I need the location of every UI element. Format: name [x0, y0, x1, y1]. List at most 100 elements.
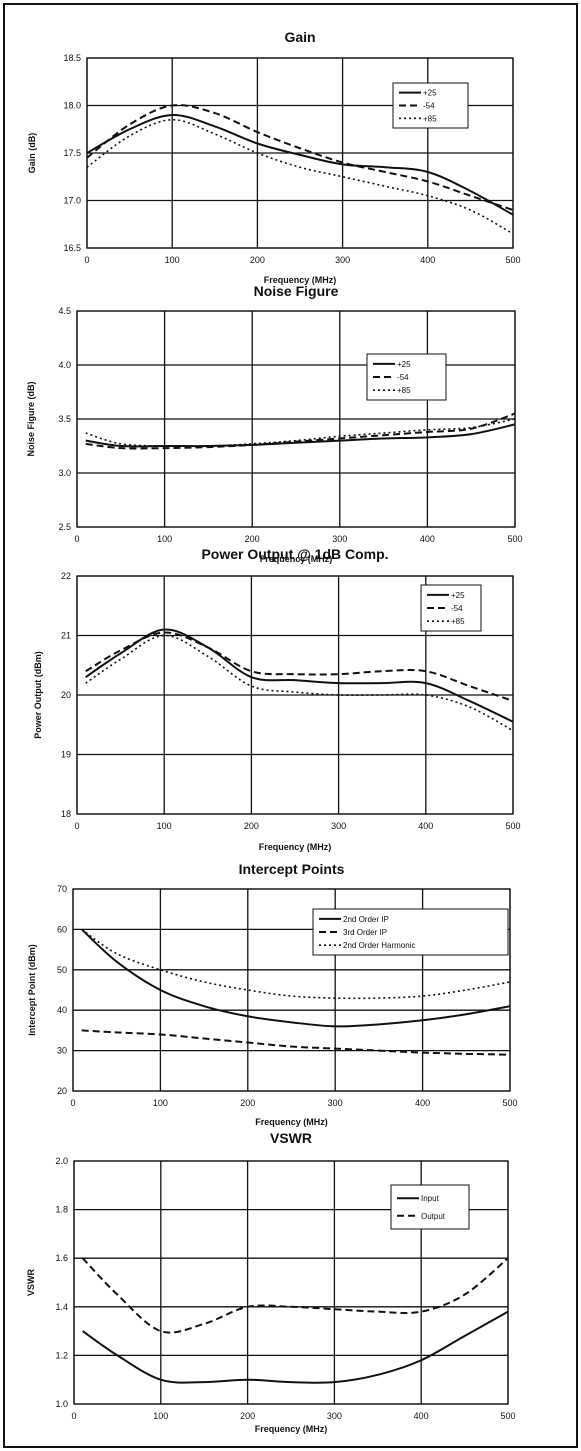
- page-frame: [3, 3, 578, 1448]
- x-tick-label: 0: [70, 1098, 75, 1108]
- x-axis-label: Frequency (MHz): [259, 842, 332, 852]
- x-tick-label: 400: [420, 255, 435, 265]
- x-tick-label: 500: [502, 1098, 517, 1108]
- y-tick-label: 18.5: [63, 53, 81, 63]
- legend: 2nd Order IP 3rd Order IP 2nd Order Harmon…: [312, 908, 509, 956]
- legend-label: +25: [397, 360, 411, 369]
- plot-area: [76, 575, 514, 815]
- x-tick-label: 300: [332, 534, 347, 544]
- y-tick-label: 20: [61, 690, 71, 700]
- legend-label: +25: [451, 591, 465, 600]
- y-tick-label: 40: [57, 1005, 67, 1015]
- x-tick-label: 200: [245, 534, 260, 544]
- legend: Input Output: [390, 1184, 470, 1230]
- legend-box: [390, 1184, 470, 1230]
- chart-title: Intercept Points: [239, 861, 345, 877]
- plot-area: [76, 310, 516, 528]
- series-line-2: [81, 1029, 511, 1056]
- y-tick-label: 18: [61, 809, 71, 819]
- y-tick-label: 1.8: [55, 1205, 68, 1215]
- chart-2: Noise Figure 0 100 200 300 400 500 2.5 3.0 3.5 4.0…: [26, 283, 523, 564]
- x-tick-label: 0: [84, 255, 89, 265]
- series-line-3: [85, 634, 514, 732]
- series-line-2: [85, 412, 516, 450]
- legend-label: +85: [451, 617, 465, 626]
- y-tick-label: 20: [57, 1086, 67, 1096]
- series-line-3: [81, 928, 511, 1000]
- plot-area: [73, 1160, 509, 1405]
- legend: +25 -54 +85: [420, 584, 482, 632]
- series-line-3: [86, 118, 514, 235]
- series-line-1: [81, 928, 511, 1028]
- chart-title: Power Output @ 1dB Comp.: [201, 546, 388, 562]
- series-line-2: [81, 1257, 509, 1334]
- x-tick-label: 200: [250, 255, 265, 265]
- legend-label: +85: [423, 114, 437, 123]
- y-axis-label: Noise Figure (dB): [26, 381, 36, 456]
- legend-label: -54: [397, 373, 409, 382]
- x-tick-label: 0: [71, 1411, 76, 1421]
- x-tick-label: 400: [414, 1411, 429, 1421]
- y-tick-label: 4.5: [58, 306, 71, 316]
- legend-label: 2nd Order IP: [343, 915, 389, 924]
- y-tick-label: 1.6: [55, 1253, 68, 1263]
- y-axis-label: VSWR: [26, 1268, 36, 1296]
- x-tick-label: 200: [240, 1098, 255, 1108]
- series-line-1: [85, 628, 514, 723]
- legend: +25 -54 +85: [392, 82, 469, 129]
- y-axis-label: Power Output (dBm): [33, 651, 43, 739]
- x-tick-label: 300: [327, 1411, 342, 1421]
- x-tick-label: 100: [165, 255, 180, 265]
- x-tick-label: 500: [500, 1411, 515, 1421]
- x-tick-label: 0: [74, 534, 79, 544]
- x-tick-label: 200: [244, 821, 259, 831]
- y-axis-label: Gain (dB): [27, 133, 37, 174]
- x-tick-label: 300: [331, 821, 346, 831]
- legend-label: +25: [423, 89, 437, 98]
- y-tick-label: 2.0: [55, 1156, 68, 1166]
- x-tick-label: 500: [507, 534, 522, 544]
- y-tick-label: 18.0: [63, 101, 81, 111]
- chart-3: Power Output @ 1dB Comp. 0 100 200 300 400 500…: [33, 546, 521, 852]
- x-axis-label: Frequency (MHz): [255, 1117, 328, 1127]
- y-tick-label: 1.0: [55, 1399, 68, 1409]
- legend: +25 -54 +85: [366, 353, 447, 401]
- chart-4: Intercept Points 0 100 200 300 400 500 20 30 40 50…: [27, 861, 518, 1127]
- series-line-1: [82, 1310, 509, 1384]
- y-tick-label: 21: [61, 631, 71, 641]
- x-axis-label: Frequency (MHz): [260, 554, 333, 564]
- legend-label: 3rd Order IP: [343, 928, 387, 937]
- x-tick-label: 500: [505, 255, 520, 265]
- chart-5: VSWR 0 100 200 300 400 500 1.0 1.2 1.4 1.6 1.8 2.0 Fr…: [26, 1130, 516, 1434]
- legend-label: -54: [423, 102, 435, 111]
- legend-label: 2nd Order Harmonic: [343, 941, 415, 950]
- x-tick-label: 400: [420, 534, 435, 544]
- x-tick-label: 100: [153, 1098, 168, 1108]
- legend-label: -54: [451, 604, 463, 613]
- series-line-3: [85, 418, 516, 448]
- y-tick-label: 4.0: [58, 360, 71, 370]
- y-tick-label: 1.4: [55, 1302, 68, 1312]
- y-tick-label: 17.0: [63, 196, 81, 206]
- series-line-1: [86, 113, 514, 216]
- legend-label: +85: [397, 386, 411, 395]
- chart-1: Gain 0 100 200 300 400 500 16.5 17.0 17.5 18.0 18.5…: [27, 29, 521, 285]
- y-tick-label: 70: [57, 884, 67, 894]
- x-axis-label: Frequency (MHz): [255, 1424, 328, 1434]
- series-line-1: [85, 423, 516, 448]
- y-tick-label: 60: [57, 924, 67, 934]
- y-tick-label: 30: [57, 1046, 67, 1056]
- x-axis-label: Frequency (MHz): [264, 275, 337, 285]
- series-line-2: [86, 104, 514, 211]
- plot-area: [72, 888, 511, 1092]
- y-tick-label: 16.5: [63, 243, 81, 253]
- y-tick-label: 17.5: [63, 148, 81, 158]
- y-tick-label: 19: [61, 750, 71, 760]
- legend-label: Output: [421, 1212, 446, 1221]
- x-tick-label: 400: [418, 821, 433, 831]
- x-tick-label: 500: [505, 821, 520, 831]
- legend-label: Input: [421, 1194, 440, 1203]
- y-tick-label: 3.5: [58, 414, 71, 424]
